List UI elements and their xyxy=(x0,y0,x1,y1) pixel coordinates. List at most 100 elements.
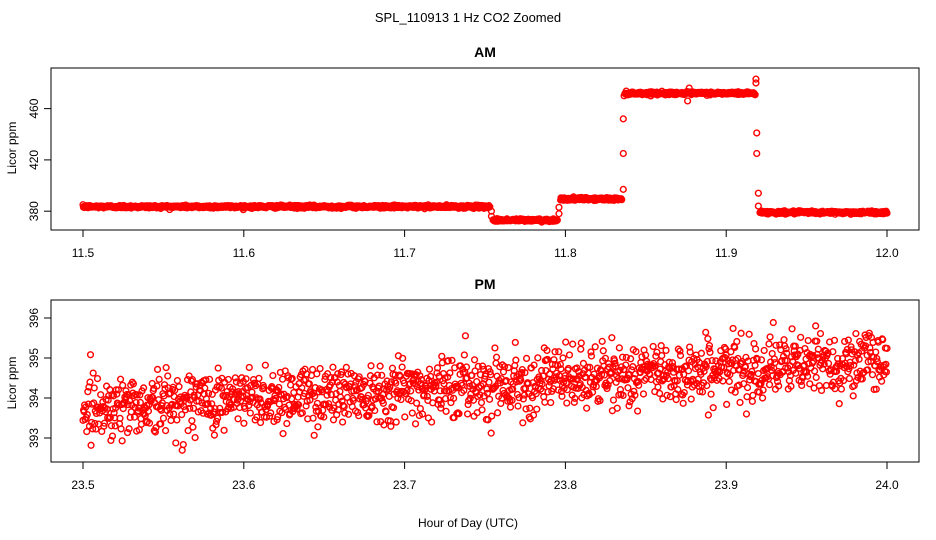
pm-data-point xyxy=(587,348,595,356)
pm-data-point xyxy=(616,366,624,374)
pm-data-point xyxy=(797,333,805,341)
pm-data-point xyxy=(172,439,180,447)
pm-data-point xyxy=(293,405,301,413)
x-axis-label: Hour of Day (UTC) xyxy=(418,516,518,530)
pm-data-point xyxy=(189,404,198,412)
pm-data-point xyxy=(872,348,880,356)
pm-data-point xyxy=(630,387,638,395)
pm-data-point xyxy=(147,397,155,405)
pm-data-point xyxy=(392,379,400,387)
chart-title: SPL_110913 1 Hz CO2 Zoomed xyxy=(375,10,561,25)
pm-data-point xyxy=(313,370,321,378)
pm-data-point xyxy=(470,356,479,364)
pm-data-point xyxy=(611,359,619,368)
pm-data-point xyxy=(283,419,291,428)
pm-data-point xyxy=(639,390,648,398)
pm-data-point xyxy=(309,414,317,422)
pm-data-point xyxy=(334,370,342,378)
pm-data-point xyxy=(529,411,538,419)
pm-data-point xyxy=(759,386,767,394)
pm-data-point xyxy=(189,423,197,431)
pm-data-point xyxy=(279,430,287,438)
pm-data-point xyxy=(591,343,599,351)
pm-data-point xyxy=(86,378,94,386)
pm-data-point xyxy=(238,374,246,382)
pm-data-point xyxy=(320,413,328,421)
pm-data-point xyxy=(186,404,194,412)
am-data-point xyxy=(753,149,761,158)
pm-data-point xyxy=(740,380,748,388)
pm-data-point xyxy=(170,410,178,418)
pm-data-point xyxy=(314,423,322,431)
pm-data-point xyxy=(599,347,607,355)
pm-data-point xyxy=(569,340,577,348)
pm-data-point xyxy=(594,395,603,403)
am-y-tick-label: 420 xyxy=(27,150,41,170)
pm-data-point xyxy=(116,375,125,383)
pm-data-point xyxy=(118,437,126,445)
am-data-point xyxy=(883,209,891,217)
pm-data-point xyxy=(185,399,193,408)
pm-data-point xyxy=(271,394,280,402)
pm-data-point xyxy=(162,364,170,372)
pm-data-point xyxy=(620,365,628,373)
pm-y-tick-label: 396 xyxy=(27,308,41,328)
am-panel-title: AM xyxy=(474,44,496,60)
pm-data-point xyxy=(86,351,95,359)
pm-data-point xyxy=(813,337,821,345)
pm-x-tick-label: 23.5 xyxy=(71,478,95,492)
pm-data-point xyxy=(240,419,248,427)
pm-data-point xyxy=(782,345,790,353)
pm-data-point xyxy=(342,363,350,371)
pm-data-point xyxy=(339,402,347,410)
pm-data-point xyxy=(83,411,91,419)
pm-data-point xyxy=(108,432,117,440)
am-data-point xyxy=(487,212,496,220)
pm-data-point xyxy=(878,377,886,385)
pm-data-point xyxy=(686,343,694,351)
pm-data-point xyxy=(747,370,755,379)
pm-data-point xyxy=(812,373,820,382)
pm-data-point xyxy=(676,347,684,355)
pm-data-point xyxy=(349,396,357,405)
pm-data-point xyxy=(155,375,163,383)
pm-data-point xyxy=(802,368,811,376)
pm-y-tick-label: 394 xyxy=(27,388,41,408)
pm-data-point xyxy=(514,402,522,410)
pm-data-point xyxy=(577,345,585,353)
pm-data-point xyxy=(464,400,472,409)
am-y-axis-label: Licor ppm xyxy=(5,122,19,175)
pm-data-point xyxy=(571,394,579,402)
pm-data-point xyxy=(824,359,833,368)
pm-data-point xyxy=(311,384,319,392)
pm-data-point xyxy=(155,396,163,404)
pm-data-point xyxy=(336,393,345,401)
pm-data-point xyxy=(683,378,691,386)
pm-data-point xyxy=(625,402,633,410)
pm-data-point xyxy=(804,336,812,345)
pm-data-point xyxy=(341,409,349,417)
pm-x-tick-label: 23.6 xyxy=(232,478,256,492)
pm-data-point xyxy=(698,388,707,396)
pm-data-point xyxy=(883,344,891,352)
pm-data-point xyxy=(373,418,381,426)
pm-data-point xyxy=(841,337,849,346)
pm-data-point xyxy=(355,412,363,420)
pm-data-point xyxy=(106,413,114,421)
pm-data-point xyxy=(638,353,646,361)
pm-data-point xyxy=(757,356,766,364)
pm-data-point xyxy=(329,363,337,371)
pm-x-tick-label: 24.0 xyxy=(875,478,899,492)
pm-data-point xyxy=(471,367,479,375)
pm-data-point xyxy=(868,371,877,379)
pm-data-point xyxy=(460,351,468,359)
pm-data-point xyxy=(123,428,132,437)
pm-data-point xyxy=(269,371,277,380)
pm-data-point xyxy=(519,419,527,427)
pm-data-point xyxy=(327,390,335,399)
pm-data-point xyxy=(151,428,160,436)
pm-data-point xyxy=(882,368,891,376)
pm-data-point xyxy=(812,322,820,330)
pm-data-point xyxy=(173,376,182,385)
pm-x-axis: 23.5 23.6 23.7 23.8 23.9 24.0 xyxy=(71,461,899,492)
